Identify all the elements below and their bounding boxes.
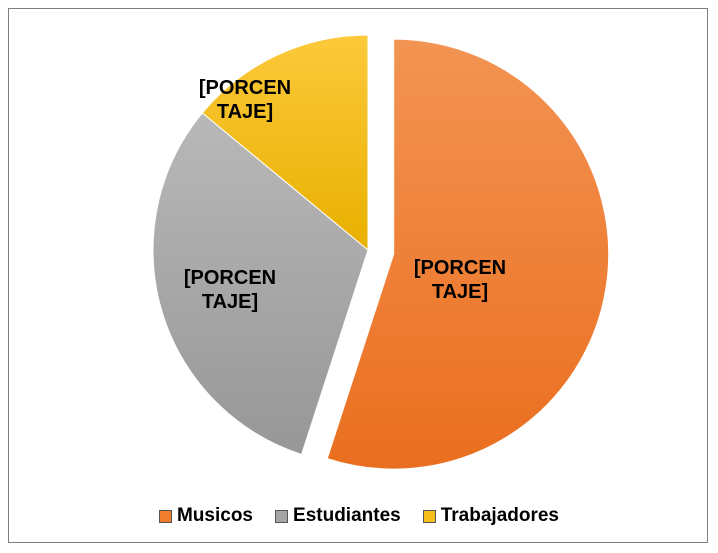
data-label: [PORCENTAJE] <box>183 267 277 313</box>
pie-slice <box>152 112 369 456</box>
legend-swatch <box>422 509 436 523</box>
legend-item: Trabajadores <box>422 505 559 527</box>
pie-slice <box>201 34 369 252</box>
legend: Musicos Estudiantes Trabajadores <box>0 505 718 527</box>
legend-swatch <box>275 509 289 523</box>
data-label: [PORCENTAJE] <box>198 77 292 123</box>
legend-label: Trabajadores <box>440 505 559 526</box>
chart-border <box>8 8 708 543</box>
data-label: [PORCENTAJE] <box>413 257 507 303</box>
legend-label: Estudiantes <box>293 505 401 526</box>
pie-slice <box>326 38 610 470</box>
legend-label: Musicos <box>176 505 254 526</box>
legend-item: Estudiantes <box>275 505 401 527</box>
legend-item: Musicos <box>158 505 254 527</box>
legend-swatch <box>158 509 172 523</box>
